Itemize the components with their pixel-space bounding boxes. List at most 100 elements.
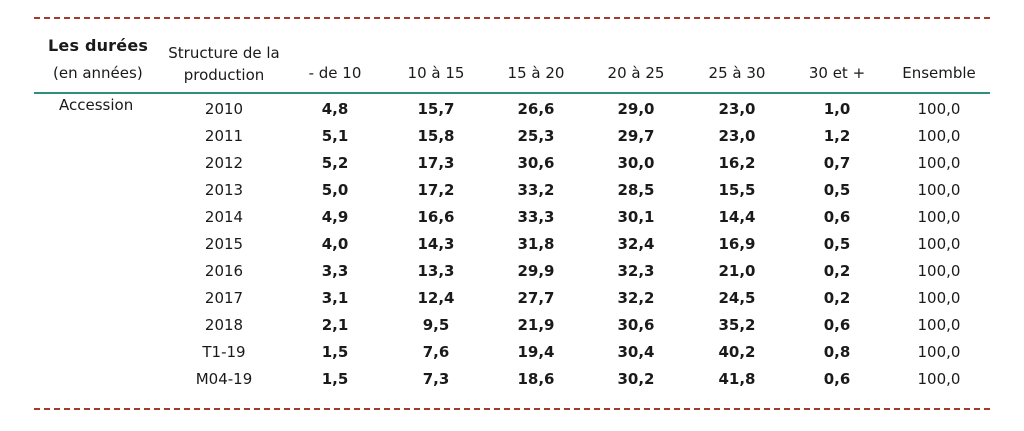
value-cell: 25,3 (517, 127, 555, 145)
value-cell: 0,8 (823, 343, 851, 361)
value-cell: 33,3 (517, 208, 555, 226)
value-cell: 3,1 (321, 289, 349, 307)
col-header-30-plus: 30 et + (808, 64, 866, 82)
total-cell: 100,0 (917, 235, 961, 253)
table-title: Les durées (48, 36, 149, 55)
total-cell: 100,0 (917, 100, 961, 118)
value-cell: 16,6 (417, 208, 455, 226)
value-cell: 17,2 (417, 181, 455, 199)
value-cell: 30,2 (617, 370, 655, 388)
value-cell: 4,9 (321, 208, 349, 226)
total-cell: 100,0 (917, 127, 961, 145)
table-subtitle: (en années) (53, 64, 143, 82)
value-cell: 16,9 (718, 235, 756, 253)
value-cell: 0,5 (823, 235, 851, 253)
value-cell: 0,2 (823, 262, 851, 280)
value-cell: 40,2 (718, 343, 756, 361)
value-cell: 14,4 (718, 208, 756, 226)
table-row: 2012 5,2 17,3 30,6 30,0 16,2 0,7 100,0 (0, 150, 1024, 177)
value-cell: 32,4 (617, 235, 655, 253)
period-cell: M04-19 (195, 370, 253, 388)
value-cell: 19,4 (517, 343, 555, 361)
value-cell: 1,2 (823, 127, 851, 145)
value-cell: 5,0 (321, 181, 349, 199)
col-header-under-10: - de 10 (308, 64, 362, 82)
period-cell: 2017 (204, 289, 244, 307)
value-cell: 2,1 (321, 316, 349, 334)
structure-header: Structure de la production (168, 44, 280, 84)
value-cell: 41,8 (718, 370, 756, 388)
value-cell: 0,7 (823, 154, 851, 172)
value-cell: 30,6 (617, 316, 655, 334)
table-row: T1-19 1,5 7,6 19,4 30,4 40,2 0,8 100,0 (0, 339, 1024, 366)
value-cell: 32,3 (617, 262, 655, 280)
value-cell: 15,5 (718, 181, 756, 199)
period-cell: T1-19 (202, 343, 246, 361)
col-header-15-20: 15 à 20 (507, 64, 565, 82)
value-cell: 23,0 (718, 100, 756, 118)
value-cell: 23,0 (718, 127, 756, 145)
table-row: 2013 5,0 17,2 33,2 28,5 15,5 0,5 100,0 (0, 177, 1024, 204)
value-cell: 29,7 (617, 127, 655, 145)
table-row: 2015 4,0 14,3 31,8 32,4 16,9 0,5 100,0 (0, 231, 1024, 258)
period-cell: 2011 (204, 127, 244, 145)
value-cell: 30,0 (617, 154, 655, 172)
bottom-dashed-divider (34, 408, 990, 410)
value-cell: 18,6 (517, 370, 555, 388)
table-row: M04-19 1,5 7,3 18,6 30,2 41,8 0,6 100,0 (0, 366, 1024, 393)
col-header-ensemble: Ensemble (902, 64, 976, 82)
total-cell: 100,0 (917, 208, 961, 226)
value-cell: 0,6 (823, 208, 851, 226)
period-cell: 2015 (204, 235, 244, 253)
table-row: 2014 4,9 16,6 33,3 30,1 14,4 0,6 100,0 (0, 204, 1024, 231)
value-cell: 24,5 (718, 289, 756, 307)
value-cell: 32,2 (617, 289, 655, 307)
value-cell: 21,9 (517, 316, 555, 334)
period-cell: 2018 (204, 316, 244, 334)
value-cell: 4,0 (321, 235, 349, 253)
value-cell: 1,5 (321, 370, 349, 388)
period-cell: 2016 (204, 262, 244, 280)
total-cell: 100,0 (917, 370, 961, 388)
value-cell: 31,8 (517, 235, 555, 253)
value-cell: 0,6 (823, 316, 851, 334)
table-row: 2017 3,1 12,4 27,7 32,2 24,5 0,2 100,0 (0, 285, 1024, 312)
value-cell: 0,5 (823, 181, 851, 199)
value-cell: 3,3 (321, 262, 349, 280)
header-rule (34, 92, 990, 94)
table-row: 2016 3,3 13,3 29,9 32,3 21,0 0,2 100,0 (0, 258, 1024, 285)
value-cell: 16,2 (718, 154, 756, 172)
total-cell: 100,0 (917, 262, 961, 280)
value-cell: 9,5 (422, 316, 450, 334)
value-cell: 30,6 (517, 154, 555, 172)
value-cell: 4,8 (321, 100, 349, 118)
value-cell: 13,3 (417, 262, 455, 280)
value-cell: 7,6 (422, 343, 450, 361)
value-cell: 7,3 (422, 370, 450, 388)
value-cell: 5,1 (321, 127, 349, 145)
total-cell: 100,0 (917, 289, 961, 307)
value-cell: 0,2 (823, 289, 851, 307)
value-cell: 1,0 (823, 100, 851, 118)
value-cell: 29,0 (617, 100, 655, 118)
category-label: Accession (59, 96, 134, 114)
col-header-10-15: 10 à 15 (407, 64, 465, 82)
total-cell: 100,0 (917, 316, 961, 334)
value-cell: 26,6 (517, 100, 555, 118)
total-cell: 100,0 (917, 343, 961, 361)
col-header-25-30: 25 à 30 (708, 64, 766, 82)
value-cell: 29,9 (517, 262, 555, 280)
value-cell: 15,8 (417, 127, 455, 145)
value-cell: 12,4 (417, 289, 455, 307)
value-cell: 28,5 (617, 181, 655, 199)
period-cell: 2012 (204, 154, 244, 172)
value-cell: 35,2 (718, 316, 756, 334)
period-cell: 2010 (204, 100, 244, 118)
value-cell: 5,2 (321, 154, 349, 172)
value-cell: 14,3 (417, 235, 455, 253)
period-cell: 2013 (204, 181, 244, 199)
period-cell: 2014 (204, 208, 244, 226)
total-cell: 100,0 (917, 181, 961, 199)
table-row: 2010 4,8 15,7 26,6 29,0 23,0 1,0 100,0 (0, 96, 1024, 123)
table-row: 2018 2,1 9,5 21,9 30,6 35,2 0,6 100,0 (0, 312, 1024, 339)
